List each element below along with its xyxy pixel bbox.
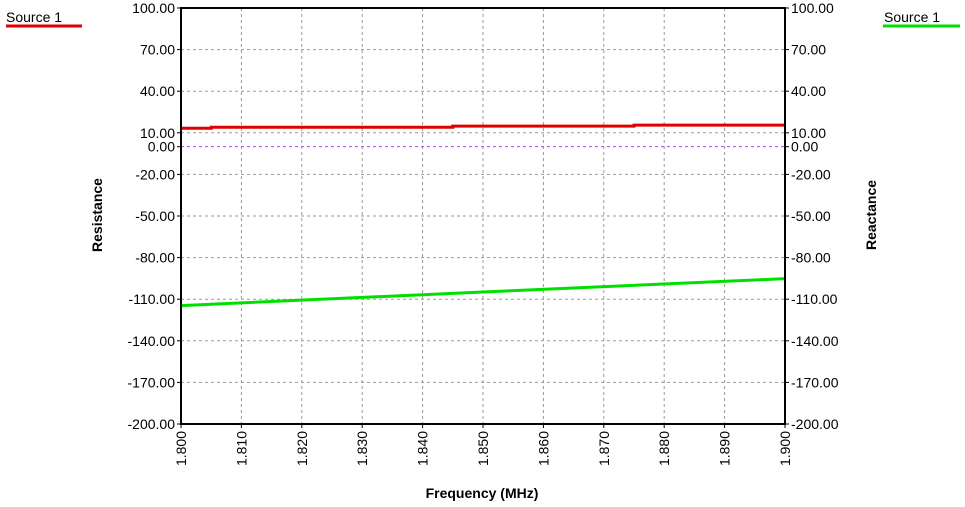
- right-axis-ticks: 100.00 70.00 40.00 10.000.00 -20.00 -50.00 -80…: [785, 0, 839, 432]
- right-tick-label: -80.00: [791, 250, 831, 266]
- x-axis-ticks: 1.800 1.810 1.820 1.830 1.840 1.850 1.860 1.870…: [173, 424, 793, 466]
- right-tick-label: -110.00: [791, 291, 838, 307]
- legend-left: Source 1: [6, 9, 82, 28]
- left-tick-label: -110.00: [129, 291, 176, 307]
- left-tick-label: 10.00: [140, 125, 175, 141]
- legend-left-label: Source 1: [6, 9, 62, 25]
- series-layer: [180, 123, 786, 308]
- right-axis-title: Reactance: [863, 180, 879, 250]
- right-tick-label: -200.00: [791, 416, 839, 432]
- right-tick-label: 70.00: [791, 42, 826, 58]
- left-tick-label: -80.00: [135, 250, 175, 266]
- x-tick-label: 1.850: [475, 431, 491, 466]
- left-tick-label: 70.00: [140, 42, 175, 58]
- right-tick-label: 100.00: [791, 0, 834, 16]
- x-tick-label: 1.900: [777, 431, 793, 466]
- x-tick-label: 1.800: [173, 431, 189, 466]
- right-tick-label: 0.00: [791, 139, 818, 155]
- left-tick-label: 0.00: [148, 139, 175, 155]
- left-tick-label: -170.00: [128, 374, 176, 390]
- right-tick-label: 10.00: [791, 125, 826, 141]
- right-tick-label: -20.00: [791, 166, 831, 182]
- x-tick-label: 1.810: [233, 431, 249, 466]
- x-tick-label: 1.840: [415, 431, 431, 466]
- right-tick-label: -170.00: [791, 374, 839, 390]
- resistance-series-line: [181, 123, 785, 130]
- left-tick-label: 100.00: [132, 0, 175, 16]
- right-tick-label: 40.00: [791, 83, 826, 99]
- left-tick-label: -200.00: [128, 416, 176, 432]
- left-axis-title: Resistance: [89, 178, 105, 252]
- x-tick-label: 1.870: [596, 431, 612, 466]
- x-tick-label: 1.830: [354, 431, 370, 466]
- legend-right-label: Source 1: [884, 9, 940, 25]
- left-tick-label: 40.00: [140, 83, 175, 99]
- right-tick-label: -140.00: [791, 333, 839, 349]
- x-tick-label: 1.880: [656, 431, 672, 466]
- right-tick-label: -50.00: [791, 208, 831, 224]
- x-tick-label: 1.820: [294, 431, 310, 466]
- left-tick-label: -20.00: [135, 166, 175, 182]
- x-tick-label: 1.860: [535, 431, 551, 466]
- x-tick-label: 1.890: [717, 431, 733, 466]
- left-axis-ticks: 100.00 70.00 40.00 10.000.00 -20.00 -50.00 -80…: [128, 0, 181, 432]
- x-axis-title: Frequency (MHz): [426, 485, 539, 501]
- grid: [181, 8, 785, 424]
- left-tick-label: -50.00: [135, 208, 175, 224]
- left-tick-label: -140.00: [128, 333, 176, 349]
- reactance-series-line: [180, 277, 786, 308]
- legend-right: Source 1: [883, 9, 960, 28]
